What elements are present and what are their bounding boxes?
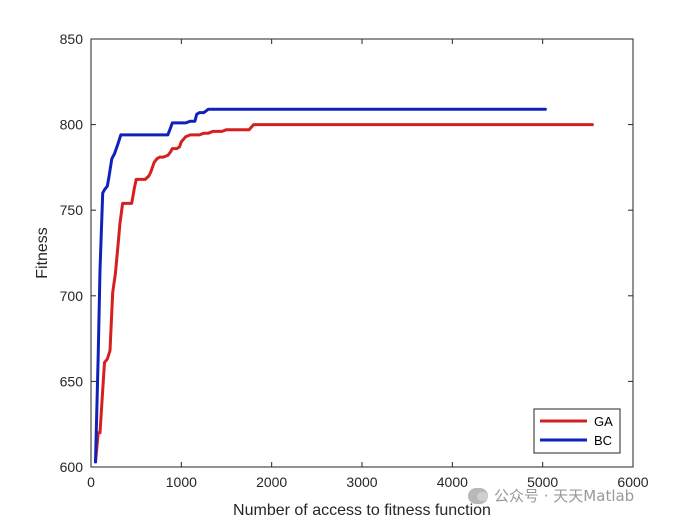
wechat-icon: [468, 487, 488, 504]
series-layer: [94, 107, 594, 464]
axis-ticks: 0 1000 2000 3000 4000 5000 6000 600 650 700 750 800…: [60, 31, 649, 490]
x-axis-title: Number of access to fitness function: [233, 502, 491, 519]
y-tick-label: 750: [60, 202, 84, 218]
series-line-ga: [94, 123, 594, 464]
y-tick-label: 700: [60, 288, 84, 304]
x-tick-label: 5000: [527, 474, 558, 490]
legend-label-ga: GA: [594, 414, 613, 429]
x-tick-label: 6000: [617, 474, 648, 490]
x-tick-label: 2000: [256, 474, 287, 490]
x-tick-label: 4000: [437, 474, 468, 490]
y-tick-label: 800: [60, 117, 84, 133]
legend-box: [533, 408, 621, 454]
y-tick-label: 850: [60, 31, 84, 47]
watermark: 公众号 · 天天Matlab: [468, 485, 634, 506]
plot-area: [90, 38, 634, 468]
series-line-bc: [94, 107, 547, 464]
watermark-text: 公众号 · 天天Matlab: [494, 487, 635, 505]
y-tick-label: 650: [60, 373, 84, 389]
x-tick-label: 1000: [166, 474, 197, 490]
legend-label-bc: BC: [594, 433, 612, 448]
x-tick-label: 3000: [346, 474, 377, 490]
legend: GA BC: [533, 408, 621, 454]
y-tick-label: 600: [60, 459, 84, 475]
x-tick-label: 0: [87, 474, 95, 490]
y-axis-title: Fitness: [34, 227, 51, 279]
